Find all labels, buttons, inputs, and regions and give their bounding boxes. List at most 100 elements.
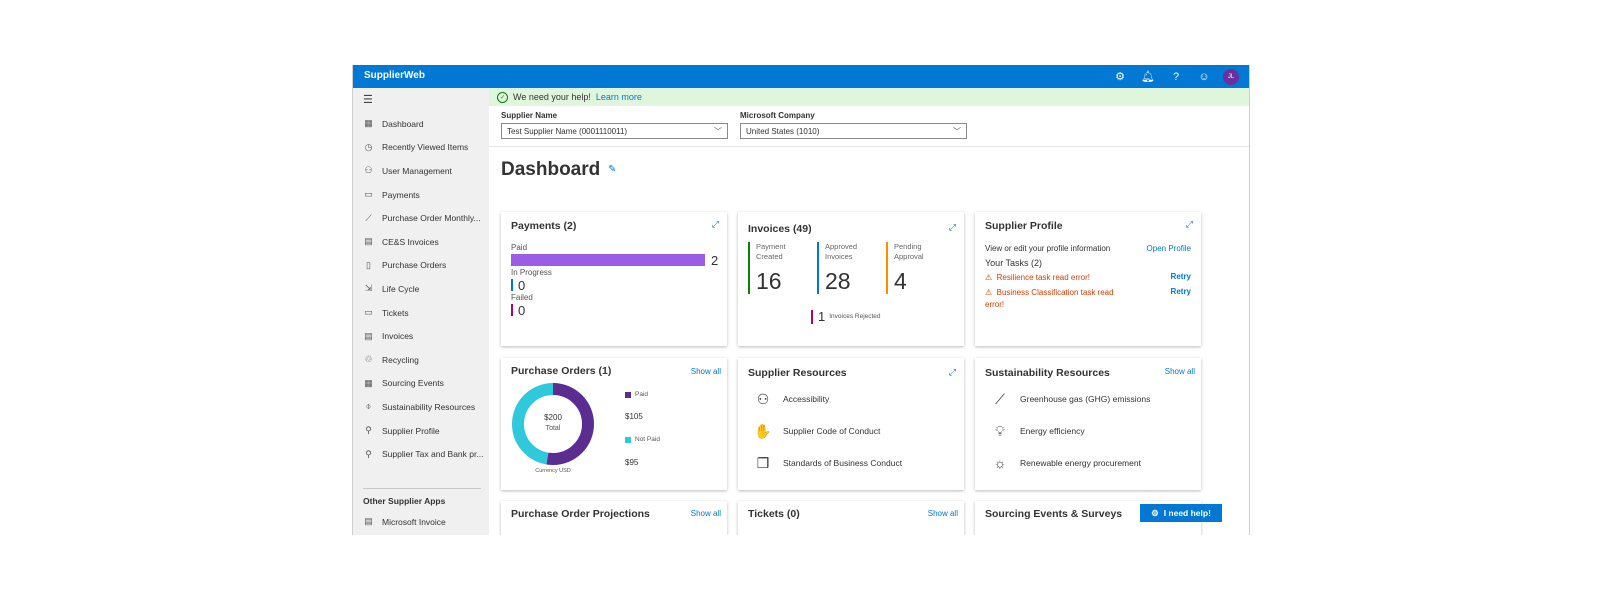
- invoices-title: Invoices (49): [748, 223, 812, 235]
- supplier-resources-title: Supplier Resources: [748, 367, 847, 379]
- sidebar-item-recently-viewed-items[interactable]: ◷ Recently Viewed Items: [353, 136, 489, 160]
- resource-ghg-emissions[interactable]: ⟋ Greenhouse gas (GHG) emissions: [989, 389, 1150, 409]
- resource-label: Supplier Code of Conduct: [783, 426, 881, 436]
- learn-more-link[interactable]: Learn more: [595, 92, 642, 102]
- pending-approval-column[interactable]: Pending Approval 4: [886, 242, 942, 294]
- retry-button[interactable]: Retry: [1170, 287, 1191, 296]
- app-title[interactable]: SupplierWeb: [364, 70, 425, 81]
- sidebar-item-sourcing-events[interactable]: ▦ Sourcing Events: [353, 372, 489, 396]
- legend-value-not-paid: $95: [625, 458, 639, 467]
- sidebar-item-label: Sourcing Events: [382, 378, 444, 389]
- page-title: Dashboard: [501, 159, 601, 180]
- payment-created-column[interactable]: Payment Created 16: [748, 242, 804, 294]
- task-error-text: Business Classification task read error!: [985, 288, 1114, 309]
- bell-icon[interactable]: 🔔︎: [1141, 71, 1155, 83]
- supplier-name-select[interactable]: Test Supplier Name (0001110011) ﹀: [501, 123, 728, 139]
- chevron-down-icon: ﹀: [953, 127, 961, 136]
- supplier-profile-card: Supplier Profile ⤢ View or edit your pro…: [975, 212, 1201, 346]
- sidebar-item-label: Supplier Profile: [382, 425, 440, 436]
- open-profile-link[interactable]: Open Profile: [1146, 244, 1191, 253]
- accessibility-icon: ⚇: [756, 390, 770, 407]
- sidebar-item-sustainability-resources[interactable]: ⌽ Sustainability Resources: [353, 395, 489, 419]
- sidebar-nav: ▦ Dashboard ◷ Recently Viewed Items ⚇ User Ma…: [353, 112, 489, 466]
- invoices-rejected[interactable]: 1 Invoices Rejected: [811, 309, 881, 324]
- retry-button[interactable]: Retry: [1170, 272, 1191, 281]
- tickets-title: Tickets (0): [748, 508, 800, 520]
- people-settings-icon[interactable]: ⚙: [1115, 71, 1125, 83]
- microsoft-company-label: Microsoft Company: [740, 111, 815, 120]
- donut-total: $200: [544, 413, 562, 422]
- other-apps-title: Other Supplier Apps: [363, 496, 446, 506]
- sidebar-item-supplier-tax-and-bank-pr[interactable]: ⚲ Supplier Tax and Bank pr...: [353, 442, 489, 466]
- sidebar-item-tickets[interactable]: ▭ Tickets: [353, 301, 489, 325]
- resource-renewable-energy[interactable]: ☼ Renewable energy procurement: [989, 453, 1141, 473]
- paid-count: 2: [711, 253, 719, 268]
- sidebar-item-life-cycle[interactable]: ⇲ Life Cycle: [353, 277, 489, 301]
- sidebar-item-label: Microsoft Invoice: [382, 516, 446, 527]
- sidebar-item-supplier-compliance-por[interactable]: ▤Supplier Compliance Por...: [353, 534, 489, 535]
- resource-accessibility[interactable]: ⚇ Accessibility: [752, 389, 830, 409]
- invoices-card: Invoices (49) ⤢ Payment Created 16 Appro…: [738, 212, 964, 346]
- show-all-link[interactable]: Show all: [690, 367, 721, 376]
- purchase-orders-card: Purchase Orders (1) Show all $200 Total …: [501, 358, 727, 490]
- failed-count: 0: [518, 303, 526, 318]
- donut-slice-not-paid[interactable]: [512, 383, 594, 465]
- filters-bar: Supplier Name Test Supplier Name (000111…: [489, 106, 1249, 147]
- document-icon: ▤: [364, 330, 373, 341]
- resource-code-of-conduct[interactable]: ✋ Supplier Code of Conduct: [752, 421, 880, 441]
- sidebar-item-payments[interactable]: ▭ Payments: [353, 183, 489, 207]
- resource-label: Energy efficiency: [1020, 426, 1085, 436]
- sidebar-item-supplier-profile[interactable]: ⚲ Supplier Profile: [353, 419, 489, 443]
- currency-label: Currency USD: [535, 468, 571, 474]
- expand-icon[interactable]: ⤢: [948, 222, 956, 232]
- avatar[interactable]: JL: [1223, 68, 1239, 85]
- sidebar-item-ce-s-invoices[interactable]: ▤ CE&S Invoices: [353, 230, 489, 254]
- sidebar-item-label: Purchase Orders: [382, 260, 447, 271]
- sidebar-item-recycling[interactable]: ♲ Recycling: [353, 348, 489, 372]
- lifecycle-icon: ⇲: [364, 283, 373, 294]
- rejected-bar: [811, 309, 813, 324]
- chevron-down-icon: ﹀: [714, 127, 722, 136]
- resource-business-conduct[interactable]: ❐ Standards of Business Conduct: [752, 453, 902, 473]
- show-all-link[interactable]: Show all: [1164, 367, 1195, 376]
- microsoft-company-select[interactable]: United States (1010) ﹀: [740, 123, 967, 139]
- sustainability-resources-card: Sustainability Resources Show all ⟋ Gree…: [975, 358, 1201, 490]
- microsoft-company-value: United States (1010): [746, 126, 820, 136]
- sidebar-item-purchase-orders[interactable]: ▯ Purchase Orders: [353, 254, 489, 278]
- sidebar-item-dashboard[interactable]: ▦ Dashboard: [353, 112, 489, 136]
- show-all-link[interactable]: Show all: [927, 509, 958, 518]
- chart-icon: ⟋: [995, 390, 1005, 407]
- ticket-icon: ▭: [364, 307, 373, 318]
- sidebar-item-label: Purchase Order Monthly...: [382, 213, 481, 224]
- expand-icon[interactable]: ⤢: [1185, 219, 1193, 229]
- expand-icon[interactable]: ⤢: [948, 367, 956, 377]
- sidebar-item-label: Invoices: [382, 331, 414, 342]
- resource-energy-efficiency[interactable]: 💡︎ Energy efficiency: [989, 421, 1085, 441]
- approved-invoices-column[interactable]: Approved Invoices 28: [817, 242, 873, 294]
- show-all-link[interactable]: Show all: [690, 509, 721, 518]
- warning-icon: ⚠: [985, 273, 997, 282]
- your-tasks-title: Your Tasks (2): [985, 258, 1043, 268]
- sidebar-item-microsoft-invoice[interactable]: ▤ Microsoft Invoice: [353, 510, 489, 534]
- resource-label: Accessibility: [783, 394, 830, 404]
- help-notice-banner: ✓ We need your help! Learn more: [489, 88, 1249, 106]
- notice-text: We need your help!: [513, 92, 591, 102]
- po-projections-card: Purchase Order Projections Show all: [501, 501, 727, 535]
- smiley-icon[interactable]: ☺: [1198, 70, 1210, 83]
- dashboard-icon: ▦: [364, 118, 373, 129]
- recycle-bin-icon: ♲: [364, 354, 373, 365]
- edit-pencil-icon[interactable]: ✎: [608, 164, 617, 175]
- failed-label: Failed: [511, 293, 533, 302]
- sidebar-item-user-management[interactable]: ⚇ User Management: [353, 159, 489, 183]
- i-need-help-button[interactable]: ⚙ I need help!: [1140, 504, 1222, 522]
- clipboard-icon: ▯: [366, 259, 371, 270]
- expand-icon[interactable]: ⤢: [711, 219, 719, 229]
- sidebar-item-purchase-order-monthly[interactable]: ⟋ Purchase Order Monthly...: [353, 206, 489, 230]
- sidebar-item-invoices[interactable]: ▤ Invoices: [353, 324, 489, 348]
- pending-approval-label: Pending Approval: [894, 242, 924, 261]
- hamburger-menu-icon[interactable]: ☰: [363, 94, 373, 106]
- documents-icon: ❐: [756, 454, 770, 471]
- help-icon[interactable]: ?: [1172, 70, 1180, 83]
- supplier-profile-title: Supplier Profile: [985, 220, 1063, 232]
- sun-icon: ☼: [993, 455, 1007, 471]
